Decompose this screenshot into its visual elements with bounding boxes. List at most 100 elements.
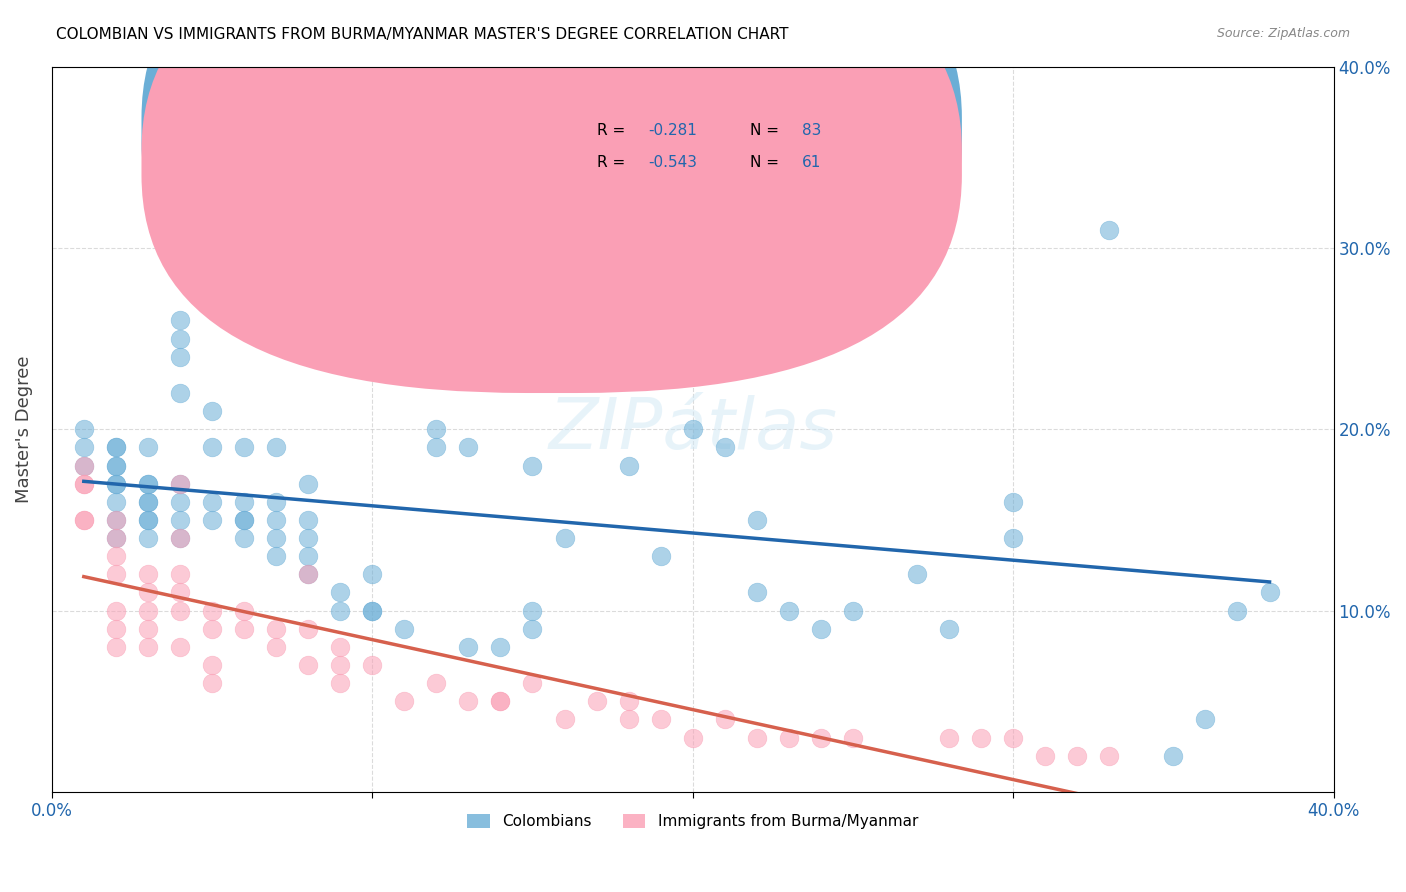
Immigrants from Burma/Myanmar [585, 694, 607, 708]
Colombians [297, 567, 319, 582]
Immigrants from Burma/Myanmar [938, 731, 960, 745]
FancyBboxPatch shape [142, 0, 962, 360]
Colombians [264, 531, 287, 545]
Immigrants from Burma/Myanmar [104, 531, 127, 545]
Colombians [136, 513, 159, 527]
Colombians [73, 458, 96, 473]
Immigrants from Burma/Myanmar [136, 622, 159, 636]
Colombians [169, 476, 191, 491]
Colombians [233, 513, 256, 527]
Colombians [297, 476, 319, 491]
Immigrants from Burma/Myanmar [489, 694, 512, 708]
Immigrants from Burma/Myanmar [394, 694, 416, 708]
Colombians [361, 604, 384, 618]
Colombians [489, 640, 512, 654]
Colombians [264, 549, 287, 564]
Immigrants from Burma/Myanmar [650, 713, 672, 727]
Colombians [264, 513, 287, 527]
Immigrants from Burma/Myanmar [329, 658, 352, 673]
Immigrants from Burma/Myanmar [553, 713, 575, 727]
Colombians [73, 422, 96, 436]
Colombians [201, 404, 224, 418]
Colombians [457, 441, 479, 455]
Immigrants from Burma/Myanmar [329, 676, 352, 690]
Immigrants from Burma/Myanmar [73, 458, 96, 473]
Colombians [873, 295, 896, 310]
Colombians [169, 350, 191, 364]
Colombians [329, 604, 352, 618]
Colombians [201, 441, 224, 455]
Immigrants from Burma/Myanmar [136, 640, 159, 654]
Text: Source: ZipAtlas.com: Source: ZipAtlas.com [1216, 27, 1350, 40]
Immigrants from Burma/Myanmar [169, 531, 191, 545]
Immigrants from Burma/Myanmar [169, 585, 191, 599]
Immigrants from Burma/Myanmar [297, 658, 319, 673]
Colombians [361, 604, 384, 618]
Colombians [136, 495, 159, 509]
Immigrants from Burma/Myanmar [970, 731, 993, 745]
Immigrants from Burma/Myanmar [842, 731, 865, 745]
Immigrants from Burma/Myanmar [104, 567, 127, 582]
Immigrants from Burma/Myanmar [1098, 748, 1121, 763]
Colombians [104, 476, 127, 491]
Immigrants from Burma/Myanmar [617, 694, 640, 708]
Immigrants from Burma/Myanmar [104, 622, 127, 636]
Colombians [136, 476, 159, 491]
Colombians [713, 441, 735, 455]
Colombians [297, 549, 319, 564]
Colombians [522, 458, 544, 473]
Colombians [104, 458, 127, 473]
Colombians [1002, 531, 1025, 545]
Text: R =: R = [596, 123, 630, 138]
Colombians [104, 531, 127, 545]
Colombians [264, 441, 287, 455]
Colombians [1098, 223, 1121, 237]
Immigrants from Burma/Myanmar [233, 604, 256, 618]
Text: -0.543: -0.543 [648, 155, 697, 169]
Colombians [264, 495, 287, 509]
Colombians [169, 531, 191, 545]
Colombians [201, 495, 224, 509]
Colombians [297, 531, 319, 545]
Colombians [136, 441, 159, 455]
Text: COLOMBIAN VS IMMIGRANTS FROM BURMA/MYANMAR MASTER'S DEGREE CORRELATION CHART: COLOMBIAN VS IMMIGRANTS FROM BURMA/MYANM… [56, 27, 789, 42]
Colombians [233, 441, 256, 455]
Y-axis label: Master's Degree: Master's Degree [15, 356, 32, 503]
Colombians [1163, 748, 1185, 763]
Immigrants from Burma/Myanmar [361, 658, 384, 673]
Immigrants from Burma/Myanmar [169, 604, 191, 618]
Immigrants from Burma/Myanmar [73, 513, 96, 527]
Colombians [1258, 585, 1281, 599]
Immigrants from Burma/Myanmar [73, 476, 96, 491]
Text: N =: N = [751, 123, 785, 138]
Immigrants from Burma/Myanmar [457, 694, 479, 708]
Colombians [329, 585, 352, 599]
Text: -0.281: -0.281 [648, 123, 697, 138]
Colombians [104, 495, 127, 509]
Immigrants from Burma/Myanmar [136, 604, 159, 618]
Colombians [425, 441, 447, 455]
Colombians [233, 513, 256, 527]
Immigrants from Burma/Myanmar [297, 622, 319, 636]
Immigrants from Burma/Myanmar [104, 549, 127, 564]
FancyBboxPatch shape [501, 95, 911, 204]
Colombians [136, 476, 159, 491]
Text: 83: 83 [801, 123, 821, 138]
Immigrants from Burma/Myanmar [201, 676, 224, 690]
Colombians [553, 531, 575, 545]
Colombians [745, 585, 768, 599]
Immigrants from Burma/Myanmar [169, 640, 191, 654]
Immigrants from Burma/Myanmar [425, 676, 447, 690]
Immigrants from Burma/Myanmar [233, 622, 256, 636]
Colombians [585, 350, 607, 364]
Immigrants from Burma/Myanmar [810, 731, 832, 745]
Colombians [136, 513, 159, 527]
Text: R =: R = [596, 155, 630, 169]
Colombians [1194, 713, 1216, 727]
Colombians [136, 495, 159, 509]
Immigrants from Burma/Myanmar [713, 713, 735, 727]
Colombians [938, 622, 960, 636]
Immigrants from Burma/Myanmar [1066, 748, 1088, 763]
Colombians [905, 567, 928, 582]
Immigrants from Burma/Myanmar [73, 513, 96, 527]
